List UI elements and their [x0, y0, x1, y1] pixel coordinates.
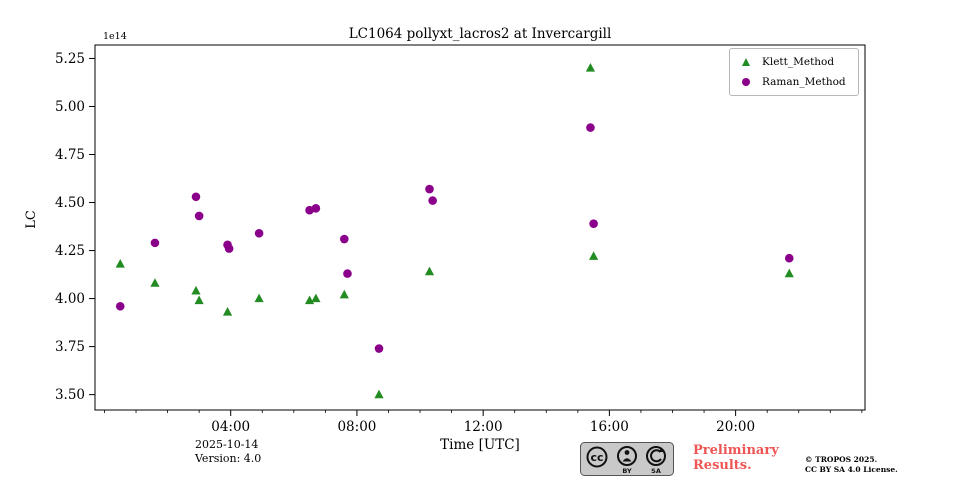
- data-point-klett_method: [589, 251, 599, 260]
- legend-label-klett: Klett_Method: [762, 56, 835, 68]
- x-tick-label: 08:00: [337, 419, 376, 435]
- cc-sa-arrow-icon: [646, 446, 666, 466]
- data-point-raman_method: [374, 344, 384, 353]
- data-point-klett_method: [194, 295, 204, 305]
- x-tick-label: 12:00: [464, 419, 503, 435]
- data-point-raman_method: [343, 269, 352, 278]
- y-tick-label: 4.25: [55, 243, 85, 259]
- y-tick-label: 4.75: [55, 147, 85, 163]
- measurement-date: 2025-10-14: [195, 438, 259, 451]
- data-point-klett_method: [339, 289, 349, 299]
- legend: Klett_Method Raman_Method: [729, 48, 859, 96]
- y-tick-label: 5.25: [55, 51, 85, 67]
- y-tick-label: 3.50: [55, 387, 85, 403]
- triangle-marker-icon: [739, 58, 753, 66]
- y-axis-label: LC: [23, 210, 39, 229]
- data-point-raman_method: [311, 203, 321, 213]
- circle-marker-icon: [739, 78, 753, 86]
- data-point-raman_method: [150, 238, 160, 248]
- plot-frame: [94, 44, 866, 411]
- y-tick-label: 5.00: [55, 99, 85, 115]
- preliminary-results-note: Preliminary Results.: [693, 443, 779, 473]
- data-point-raman_method: [254, 228, 264, 238]
- data-point-raman_method: [115, 301, 125, 311]
- cc-icon-text: cc: [590, 451, 603, 464]
- data-point-klett_method: [585, 63, 596, 72]
- cc-by-label: BY: [622, 467, 632, 475]
- data-point-klett_method: [191, 285, 201, 295]
- data-point-klett_method: [374, 389, 384, 399]
- legend-item-raman-method: Raman_Method: [739, 76, 849, 88]
- cc-icon: [586, 446, 608, 468]
- x-axis-label: Time [UTC]: [440, 437, 520, 453]
- data-point-raman_method: [191, 192, 201, 202]
- data-point-raman_method: [224, 244, 234, 253]
- x-tick-label: 04:00: [211, 419, 250, 435]
- y-tick-label: 3.75: [55, 339, 85, 355]
- cc-by-person-icon: [617, 446, 637, 466]
- legend-label-raman: Raman_Method: [762, 76, 846, 88]
- data-point-klett_method: [311, 293, 321, 303]
- data-point-klett_method: [784, 268, 794, 278]
- footer-date-block: 2025-10-14 Version: 4.0: [195, 438, 261, 466]
- cc-sa-label: SA: [651, 467, 661, 475]
- data-point-raman_method: [194, 211, 204, 221]
- legend-item-klett-method: Klett_Method: [739, 56, 849, 68]
- copyright-note: © TROPOS 2025. CC BY SA 4.0 License.: [805, 455, 898, 474]
- data-point-klett_method: [150, 278, 160, 287]
- data-point-klett_method: [254, 293, 264, 303]
- x-tick-label: 16:00: [590, 419, 629, 435]
- data-point-klett_method: [222, 307, 233, 316]
- chart-title: LC1064 pollyxt_lacros2 at Invercargill: [348, 26, 612, 42]
- y-tick-label: 4.50: [55, 195, 85, 211]
- data-point-klett_method: [115, 259, 125, 268]
- y-tick-label: 4.00: [55, 291, 85, 307]
- data-point-klett_method: [424, 266, 435, 276]
- data-point-raman_method: [586, 123, 595, 132]
- data-point-raman_method: [425, 184, 434, 194]
- cc-license-badge: cc BY SA: [580, 442, 674, 476]
- x-tick-label: 20:00: [716, 419, 755, 435]
- version-label: Version: 4.0: [195, 452, 262, 465]
- data-point-raman_method: [428, 196, 437, 205]
- data-point-raman_method: [589, 219, 598, 228]
- data-point-raman_method: [784, 253, 794, 263]
- y-axis-offset-label: 1e14: [103, 31, 127, 42]
- data-point-raman_method: [340, 234, 349, 244]
